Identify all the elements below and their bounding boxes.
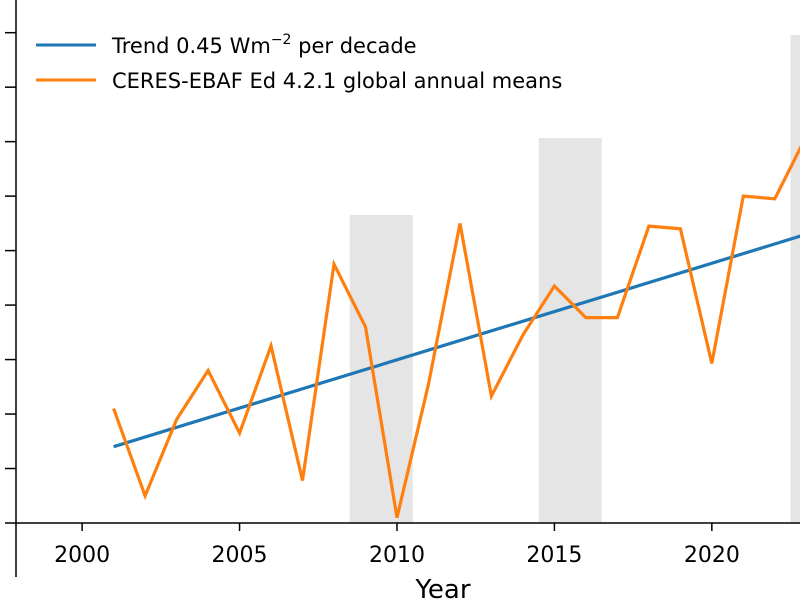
shaded-period-2 <box>790 35 800 523</box>
trend-line <box>113 234 800 449</box>
legend-label-trend-sup: −2 <box>271 32 292 48</box>
shaded-period-0 <box>349 215 413 523</box>
x-tick-label-2010: 2010 <box>369 543 425 568</box>
y-ticks <box>5 31 16 524</box>
x-tick-label-2000: 2000 <box>54 543 110 568</box>
series-lines <box>112 145 800 518</box>
legend: Trend 0.45 Wm−2 per decade CERES-EBAF Ed… <box>36 32 562 93</box>
ceres-line <box>112 145 800 518</box>
legend-label-trend: Trend 0.45 Wm−2 per decade <box>111 32 417 58</box>
x-ticks: 2000 2005 2010 2015 2020 <box>54 523 740 568</box>
legend-label-trend-rest: per decade <box>291 34 416 58</box>
shaded-periods <box>349 35 800 523</box>
shaded-period-1 <box>538 138 602 523</box>
x-tick-label-2015: 2015 <box>526 543 582 568</box>
x-tick-label-2005: 2005 <box>212 543 268 568</box>
x-axis-title: Year <box>414 575 470 600</box>
legend-label-trend-main: Trend 0.45 Wm <box>111 34 271 58</box>
axes <box>15 0 800 577</box>
legend-label-ceres: CERES-EBAF Ed 4.2.1 global annual means <box>112 69 562 93</box>
x-tick-label-2020: 2020 <box>684 543 740 568</box>
